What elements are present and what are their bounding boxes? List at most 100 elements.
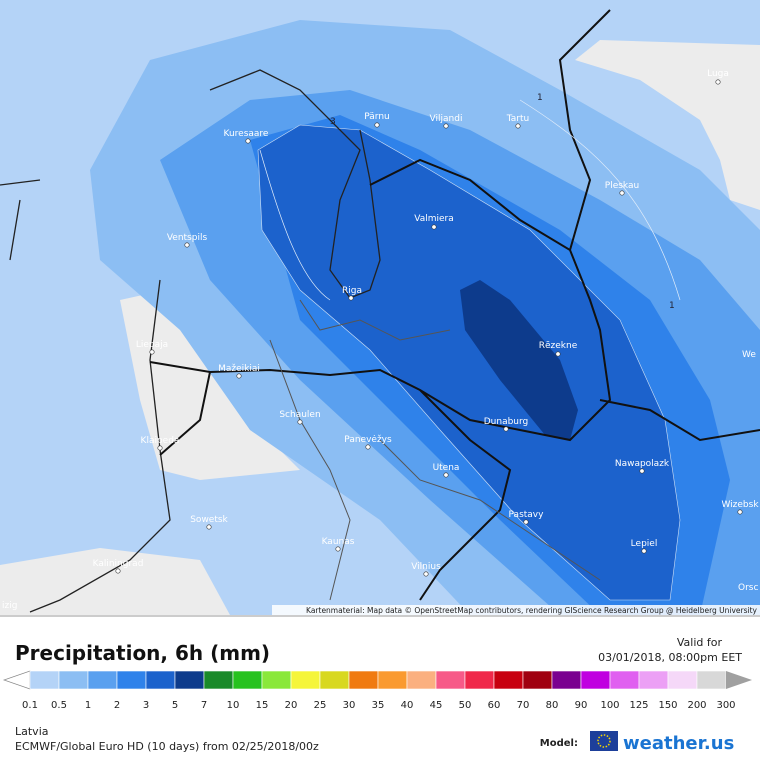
precip-band: [257, 124, 681, 601]
legend-swatch: [87, 670, 118, 690]
legend-label: 7: [201, 700, 207, 711]
legend-swatch: [580, 670, 611, 690]
legend-label: 35: [372, 700, 385, 711]
legend-swatch: [290, 670, 321, 690]
legend-swatch: [348, 670, 379, 690]
dry-area: [575, 40, 760, 210]
city-label: Sowetsk: [190, 515, 228, 525]
legend: 0.1 0.5 1 2 3 5 7 10 15 20 25 30 35 40 45 50 60 70 80 90 100…: [2, 670, 752, 711]
legend-swatch: [522, 670, 553, 690]
contour-label: 1: [537, 93, 543, 103]
legend-label: 200: [687, 700, 706, 711]
city-label: Liepaja: [136, 340, 168, 350]
legend-swatch: [464, 670, 495, 690]
legend-swatch: [29, 670, 60, 690]
legend-label: 5: [172, 700, 178, 711]
legend-swatch: [609, 670, 640, 690]
dry-area: [0, 548, 230, 615]
contour-line: [259, 99, 681, 301]
city-label: Utena: [433, 463, 460, 473]
legend-swatch: [174, 670, 205, 690]
legend-swatch: [551, 670, 582, 690]
legend-swatch: [261, 670, 292, 690]
city-label: Kaunas: [322, 537, 355, 547]
legend-label: 25: [314, 700, 327, 711]
precip-band: [460, 280, 578, 440]
title: Precipitation, 6h (mm): [15, 641, 270, 665]
city-label: We: [742, 350, 756, 360]
brand: weather.us: [623, 733, 734, 754]
city-label: Pleskau: [605, 181, 639, 191]
attribution-bg: [272, 605, 760, 615]
city-label: Klaipeda: [141, 436, 180, 446]
city-label: Kuresaare: [224, 129, 269, 139]
model-line: ECMWF/Global Euro HD (10 days) from 02/2…: [15, 740, 319, 753]
legend-label: 45: [430, 700, 443, 711]
city-label: Wizebsk: [721, 500, 759, 510]
legend-label: 40: [401, 700, 414, 711]
border: [149, 9, 760, 601]
city-label: Rēzekne: [539, 341, 578, 351]
legend-swatch: [667, 670, 698, 690]
legend-swatch: [203, 670, 234, 690]
model-label: Model:: [540, 738, 578, 749]
map: Pärnu Viljandi Tartu Kuresaare Luga Ples…: [0, 0, 760, 615]
legend-label: 300: [716, 700, 735, 711]
legend-swatch: [406, 670, 437, 690]
legend-swatch: [232, 670, 263, 690]
eu-flag: [590, 731, 618, 751]
legend-swatch: [58, 670, 89, 690]
legend-swatch: [638, 670, 669, 690]
legend-swatch: [493, 670, 524, 690]
city-label: izig: [2, 601, 17, 611]
legend-label: 70: [517, 700, 530, 711]
attribution: Kartenmaterial: Map data © OpenStreetMap…: [306, 606, 758, 615]
city-label: Orsc: [738, 583, 758, 593]
city-label: Pastavy: [509, 510, 545, 520]
city-label: Ventspils: [167, 233, 208, 243]
legend-swatch: [116, 670, 147, 690]
legend-label: 2: [114, 700, 120, 711]
legend-swatch: [696, 670, 727, 690]
city-label: Dunaburg: [484, 417, 529, 427]
valid-time: 03/01/2018, 08:00pm EET: [598, 651, 742, 664]
coastline: [29, 279, 171, 613]
legend-label: 15: [256, 700, 269, 711]
legend-label: 100: [600, 700, 619, 711]
city-label: Panevėžys: [344, 435, 392, 445]
cities: Pärnu Viljandi Tartu Kuresaare Luga Ples…: [2, 69, 759, 611]
legend-swatch: [435, 670, 466, 690]
city-label: Mažeikiai: [218, 364, 260, 374]
city-label: Luga: [707, 69, 729, 79]
city-label: Schaulen: [279, 410, 320, 420]
legend-swatch: [145, 670, 176, 690]
legend-label: 0.1: [22, 700, 38, 711]
city-label: Vilnius: [411, 562, 441, 572]
legend-label: 20: [285, 700, 298, 711]
city-label: Kaliningrad: [93, 559, 144, 569]
region: Latvia: [15, 725, 49, 738]
legend-label: 10: [227, 700, 240, 711]
city-label: Nawapolazk: [615, 459, 670, 469]
city-label: Valmiera: [414, 214, 454, 224]
city-label: Pärnu: [364, 112, 390, 122]
legend-label: 3: [143, 700, 149, 711]
city-label: Viljandi: [430, 114, 463, 124]
eu-stars: [597, 734, 611, 748]
legend-label: 60: [488, 700, 501, 711]
contour-label: 1: [669, 301, 675, 311]
legend-label: 125: [629, 700, 648, 711]
legend-swatch: [377, 670, 408, 690]
valid-label: Valid for: [677, 636, 723, 649]
coastline: [0, 69, 381, 299]
city-label: Riga: [342, 286, 362, 296]
legend-label: 50: [459, 700, 472, 711]
legend-label: 80: [546, 700, 559, 711]
legend-label: 1: [85, 700, 91, 711]
legend-under: [2, 670, 31, 690]
city-label: Tartu: [506, 114, 529, 124]
legend-label: 90: [575, 700, 588, 711]
contour-label: 3: [330, 117, 336, 127]
city-label: Lepiel: [631, 539, 658, 549]
